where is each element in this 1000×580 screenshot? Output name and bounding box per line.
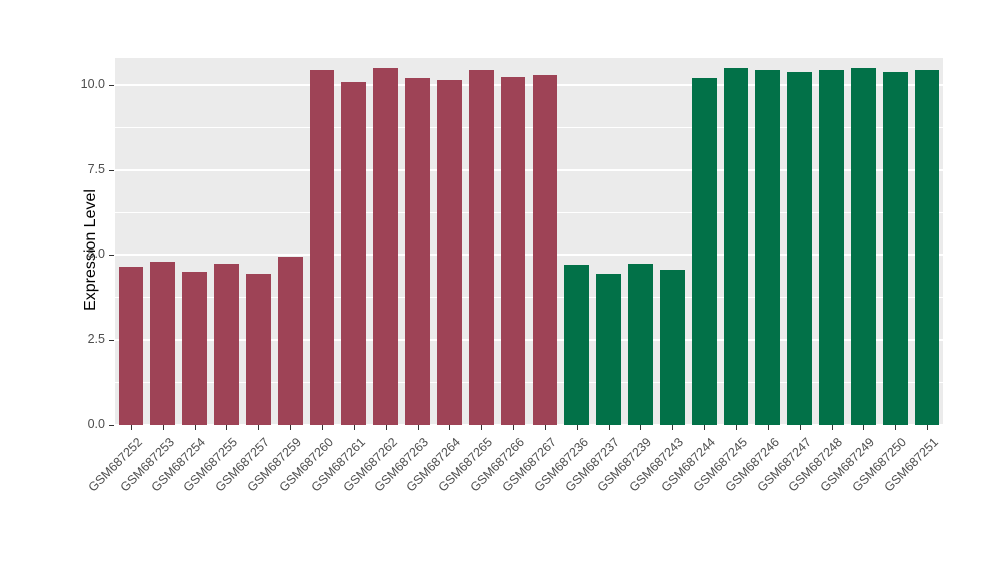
bar: [723, 68, 749, 425]
x-tick-mark: [194, 425, 196, 430]
bar: [787, 71, 813, 425]
bar: [245, 273, 271, 425]
gridline-major: [115, 84, 943, 87]
x-tick-mark: [162, 425, 164, 430]
x-tick-mark: [449, 425, 451, 430]
x-tick-mark: [672, 425, 674, 430]
bar: [118, 267, 144, 425]
bar: [532, 75, 558, 425]
y-tick-mark: [109, 170, 114, 172]
x-tick-mark: [927, 425, 929, 430]
bar: [500, 76, 526, 425]
y-tick-mark: [109, 425, 114, 426]
bar: [436, 80, 462, 425]
x-tick-mark: [290, 425, 292, 430]
gridline-major: [115, 339, 943, 342]
gridline-minor: [115, 381, 943, 383]
x-tick-mark: [831, 425, 833, 430]
x-tick-mark: [258, 425, 260, 430]
bar: [628, 263, 653, 425]
x-tick-mark: [895, 425, 897, 430]
bar: [564, 265, 590, 425]
bar: [150, 261, 176, 425]
bar: [373, 68, 399, 425]
gridline-major: [115, 254, 943, 257]
y-tick-mark: [109, 340, 114, 342]
gridline-minor: [115, 126, 943, 128]
y-tick-label: 7.5: [87, 162, 105, 177]
x-tick-mark: [640, 425, 642, 430]
bar: [819, 69, 844, 425]
x-tick-mark: [226, 425, 228, 430]
x-tick-mark: [130, 425, 132, 430]
y-tick-label: 0.0: [87, 417, 105, 431]
x-tick-mark: [608, 425, 610, 430]
plot-panel: [115, 58, 943, 426]
bar: [596, 273, 622, 425]
bar: [691, 78, 717, 425]
x-tick-mark: [544, 425, 546, 430]
y-tick-mark: [109, 255, 114, 257]
gridline-minor: [115, 211, 943, 213]
x-tick-mark: [417, 425, 419, 430]
bar: [882, 71, 908, 425]
x-tick-mark: [353, 425, 355, 430]
y-tick-mark: [109, 85, 114, 87]
x-tick-mark: [513, 425, 515, 430]
x-tick-mark: [767, 425, 769, 430]
bar: [405, 78, 430, 425]
x-tick-mark: [704, 425, 706, 430]
gridline-major: [115, 169, 943, 172]
bar: [850, 68, 876, 425]
y-tick-label: 5.0: [87, 247, 105, 262]
y-tick-label: 10.0: [80, 77, 105, 92]
x-tick-mark: [736, 425, 737, 430]
y-tick-label: 2.5: [87, 332, 105, 347]
bar: [277, 256, 303, 425]
bar: [468, 69, 494, 425]
x-tick-mark: [799, 425, 801, 430]
gridline-major: [115, 424, 943, 426]
bar: [182, 272, 208, 425]
bar: [309, 69, 335, 425]
x-tick-mark: [863, 425, 865, 430]
x-tick-mark: [322, 425, 323, 430]
bar: [659, 270, 685, 425]
bar: [914, 69, 940, 425]
bar: [341, 81, 367, 425]
x-tick-mark: [576, 425, 578, 430]
gridline-minor: [115, 296, 943, 298]
bar: [214, 263, 239, 425]
x-tick-mark: [481, 425, 483, 430]
bar: [755, 69, 781, 425]
x-tick-mark: [385, 425, 387, 430]
